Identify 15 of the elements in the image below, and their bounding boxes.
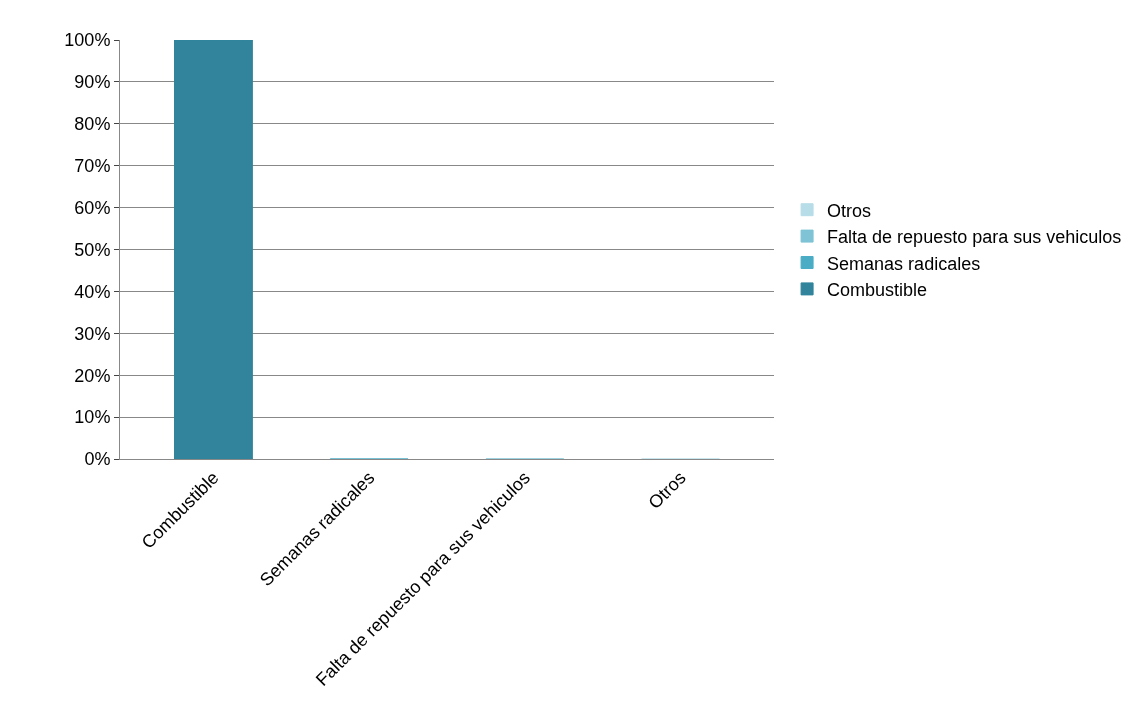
y-tick-label: 0% — [84, 449, 111, 470]
legend-label: Semanas radicales — [827, 253, 981, 274]
y-tick-label: 20% — [74, 365, 111, 386]
legend-label: Falta de repuesto para sus vehiculos — [827, 227, 1122, 248]
y-tick-label: 30% — [74, 323, 111, 344]
y-tick-label: 90% — [74, 72, 111, 93]
y-tick-label: 80% — [74, 114, 111, 135]
y-tick-label: 100% — [64, 30, 111, 51]
y-tick-label: 70% — [74, 156, 111, 176]
y-tick-label: 10% — [74, 407, 111, 428]
legend-label: Otros — [827, 200, 872, 221]
y-tick-label: 60% — [74, 197, 111, 218]
y-tick-label: 50% — [74, 239, 111, 260]
y-tick-label: 40% — [74, 281, 111, 302]
legend-label: Combustible — [827, 279, 928, 300]
